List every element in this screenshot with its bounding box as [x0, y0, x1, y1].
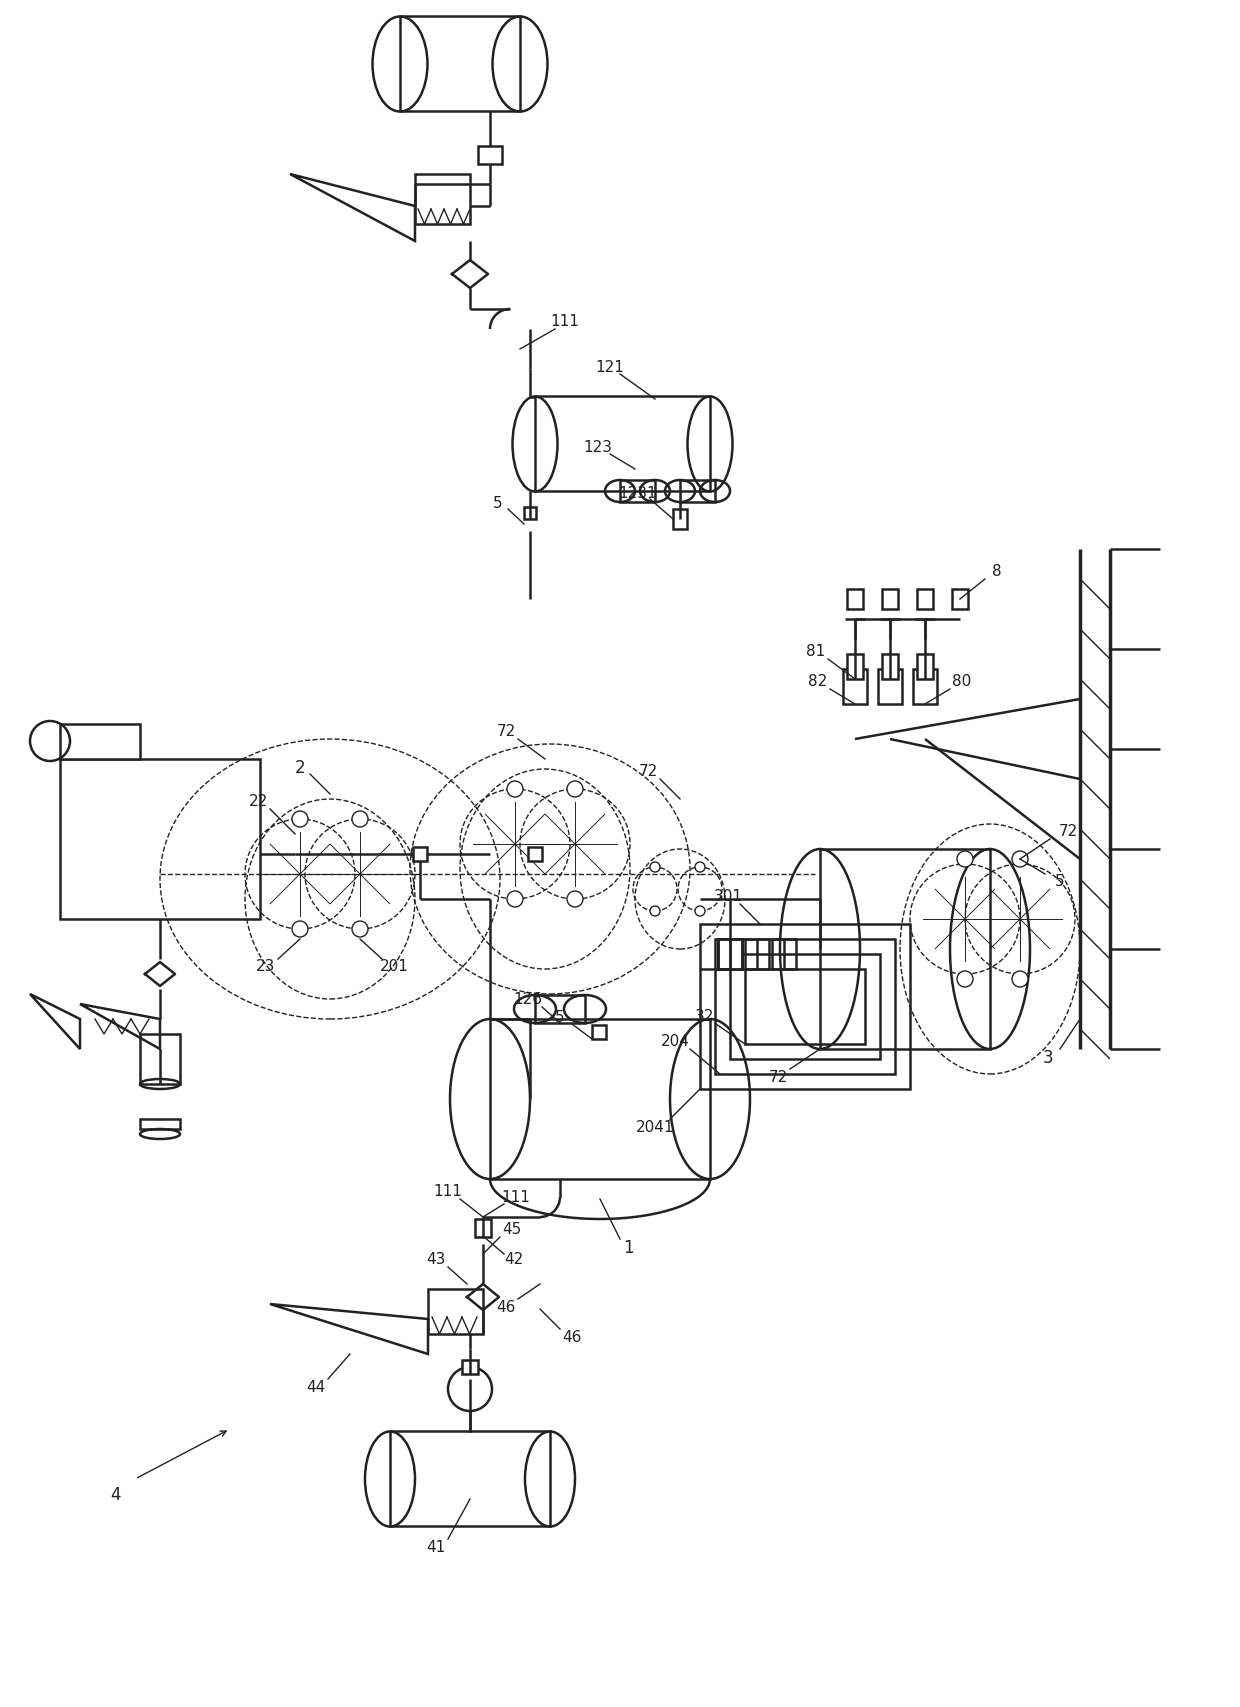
Bar [773, 939, 796, 970]
Circle shape [507, 782, 523, 797]
Text: 72: 72 [496, 724, 516, 739]
Circle shape [650, 906, 660, 917]
Bar [918, 589, 932, 609]
Bar [718, 939, 742, 970]
Bar [843, 669, 867, 705]
Bar [463, 1360, 477, 1374]
Bar [413, 847, 427, 862]
Text: 5: 5 [556, 1011, 564, 1024]
Text: 72: 72 [639, 765, 657, 778]
Bar [730, 954, 880, 1060]
Bar [477, 147, 502, 166]
Bar [490, 1019, 711, 1180]
Text: 22: 22 [248, 794, 268, 809]
Bar [475, 1219, 491, 1238]
Bar [882, 654, 898, 679]
Text: 121: 121 [595, 360, 625, 376]
Bar [918, 654, 932, 679]
Bar [718, 939, 742, 970]
Bar [745, 939, 769, 970]
Text: 23: 23 [257, 959, 275, 975]
Text: 46: 46 [496, 1299, 516, 1314]
Bar [591, 1026, 606, 1040]
Circle shape [291, 811, 308, 828]
Text: 43: 43 [427, 1251, 445, 1267]
Bar [60, 760, 260, 920]
Text: 46: 46 [562, 1330, 582, 1345]
Bar [528, 847, 542, 862]
Text: 201: 201 [379, 959, 408, 975]
Text: 5: 5 [1055, 874, 1065, 889]
Bar [428, 1289, 484, 1335]
Bar [680, 481, 715, 502]
Text: 5: 5 [494, 497, 502, 510]
Circle shape [352, 811, 368, 828]
Bar [882, 589, 898, 609]
Text: 4: 4 [110, 1485, 120, 1504]
Text: 44: 44 [306, 1379, 326, 1395]
Bar [391, 1430, 551, 1526]
Bar [673, 510, 687, 529]
Bar [878, 669, 901, 705]
Bar [701, 925, 910, 1089]
Bar [401, 17, 520, 113]
Text: 126: 126 [513, 992, 543, 1007]
Bar [140, 1034, 180, 1084]
Text: 8: 8 [992, 565, 1002, 579]
Bar [718, 939, 742, 970]
Text: 72: 72 [1059, 824, 1078, 840]
Bar [60, 724, 140, 760]
Circle shape [507, 891, 523, 908]
Text: 45: 45 [502, 1222, 522, 1238]
Text: 204: 204 [661, 1034, 689, 1048]
Text: 41: 41 [427, 1540, 445, 1555]
Text: 32: 32 [694, 1009, 714, 1024]
Text: 111: 111 [501, 1190, 531, 1205]
Text: 301: 301 [713, 889, 743, 905]
Circle shape [694, 906, 706, 917]
Bar [534, 995, 585, 1024]
Circle shape [1012, 852, 1028, 867]
Bar [718, 939, 742, 970]
Bar [620, 481, 655, 502]
Circle shape [352, 922, 368, 937]
Text: 2: 2 [295, 758, 305, 777]
Text: 1231: 1231 [619, 485, 657, 500]
Text: 1: 1 [622, 1238, 634, 1256]
Text: 111: 111 [434, 1185, 463, 1198]
Text: 82: 82 [808, 674, 827, 690]
Bar [534, 396, 711, 492]
Bar [952, 589, 968, 609]
Circle shape [567, 782, 583, 797]
Bar [415, 174, 470, 225]
Circle shape [957, 971, 973, 987]
Text: 123: 123 [584, 440, 613, 456]
Bar [913, 669, 937, 705]
Bar [715, 939, 895, 1074]
Text: 3: 3 [1043, 1048, 1053, 1067]
Bar [525, 507, 536, 519]
Text: 111: 111 [551, 314, 579, 329]
Text: 2041: 2041 [636, 1120, 675, 1135]
Bar [745, 970, 866, 1045]
Circle shape [567, 891, 583, 908]
Text: 42: 42 [505, 1251, 523, 1267]
Circle shape [1012, 971, 1028, 987]
Circle shape [694, 862, 706, 872]
Bar [140, 1120, 180, 1130]
Bar [847, 654, 863, 679]
Circle shape [291, 922, 308, 937]
Circle shape [650, 862, 660, 872]
Text: 81: 81 [806, 644, 826, 659]
Text: 80: 80 [952, 674, 972, 690]
Bar [820, 850, 990, 1050]
Text: 72: 72 [769, 1070, 787, 1086]
Bar [847, 589, 863, 609]
Circle shape [957, 852, 973, 867]
